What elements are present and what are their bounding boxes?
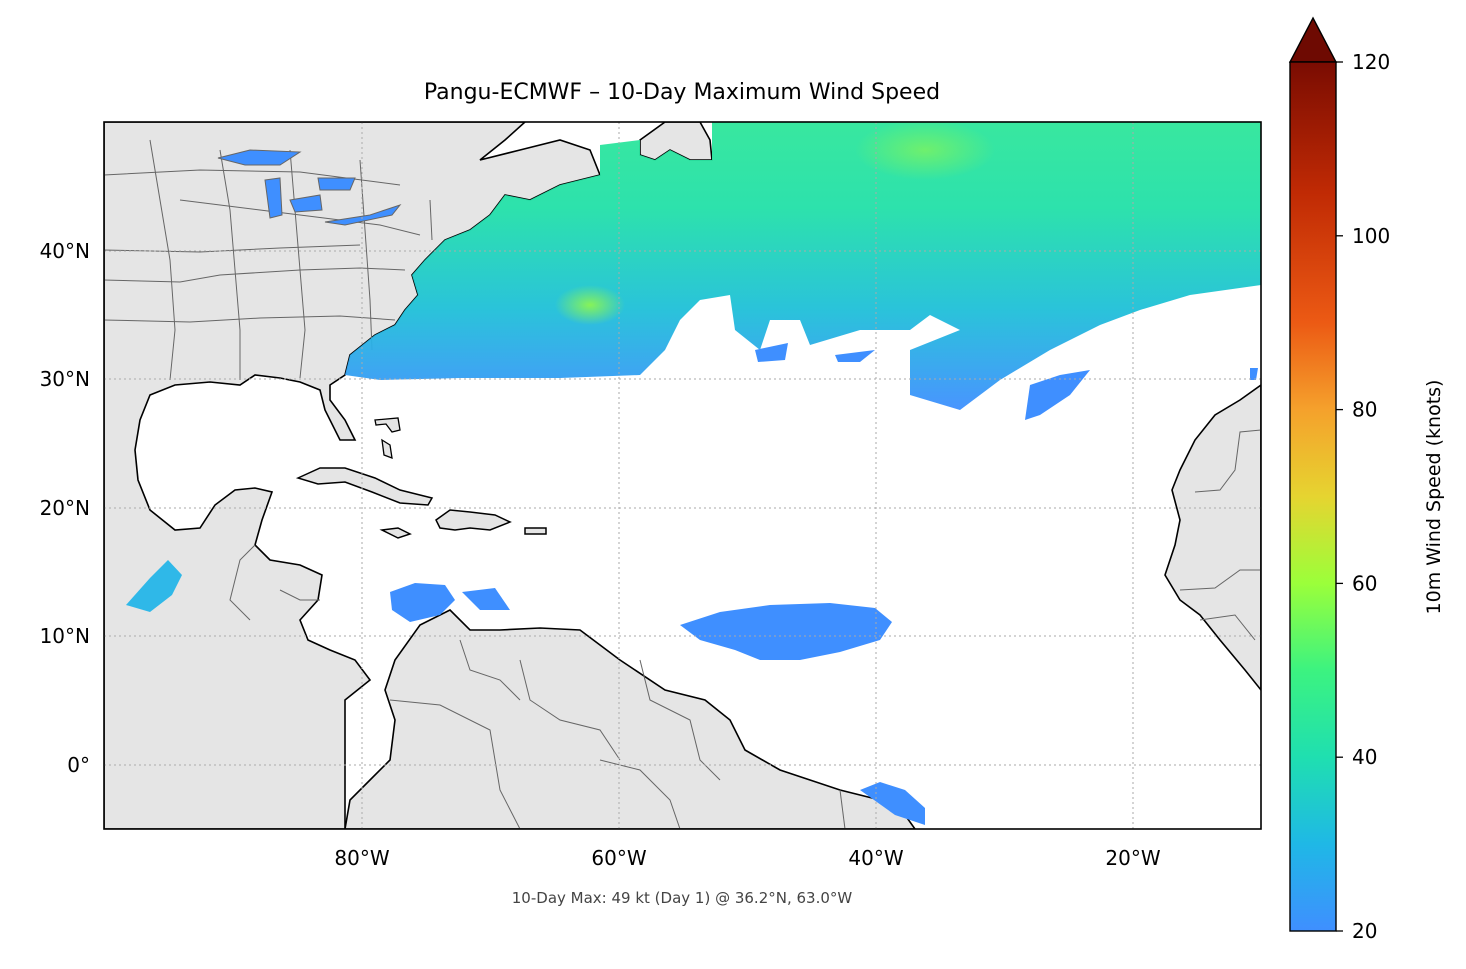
map-frame xyxy=(103,121,1262,830)
colorbar-tick-label: 120 xyxy=(1352,50,1390,74)
wind-max-hotspot xyxy=(555,285,625,325)
colorbar-tick-label: 20 xyxy=(1352,919,1377,943)
colorbar-label: 10m Wind Speed (knots) xyxy=(1423,380,1445,615)
great-lakes xyxy=(217,149,402,226)
lon-label: 60°W xyxy=(591,846,646,870)
max-wind-annotation: 10-Day Max: 49 kt (Day 1) @ 36.2°N, 63.0… xyxy=(512,889,853,907)
colorbar-extend-arrow xyxy=(1288,16,1338,63)
lon-label: 80°W xyxy=(334,846,389,870)
lon-label: 40°W xyxy=(848,846,903,870)
jamaica-land xyxy=(379,527,412,539)
colorbar-ticks: 120 100 80 60 40 20 xyxy=(1336,50,1390,943)
lon-label: 20°W xyxy=(1105,846,1160,870)
lat-label: 10°N xyxy=(40,624,90,648)
colorbar-gradient xyxy=(1289,61,1337,932)
lat-label: 0° xyxy=(67,753,90,777)
lat-label: 20°N xyxy=(40,496,90,520)
colorbar-tick-label: 80 xyxy=(1352,398,1377,422)
colorbar-tick-label: 60 xyxy=(1352,571,1377,595)
lat-label: 40°N xyxy=(40,239,90,263)
bahamas-land xyxy=(374,417,401,459)
colorbar: 120 100 80 60 40 20 10m Wind Speed (knots) xyxy=(1288,16,1445,943)
longitude-labels: 80°W 60°W 40°W 20°W xyxy=(334,846,1160,870)
wind-field-north xyxy=(345,122,1261,410)
lat-label: 30°N xyxy=(40,367,90,391)
map-title: Pangu-ECMWF – 10-Day Maximum Wind Speed xyxy=(424,80,940,105)
cuba-land xyxy=(295,467,434,506)
map-panel xyxy=(103,121,1262,830)
hispaniola-land xyxy=(435,509,512,531)
africa-land xyxy=(1164,384,1261,692)
colorbar-tick-label: 40 xyxy=(1352,745,1377,769)
puerto-rico-land xyxy=(524,527,547,535)
colorbar-tick-label: 100 xyxy=(1352,224,1390,248)
latitude-labels: 40°N 30°N 20°N 10°N 0° xyxy=(40,239,90,777)
